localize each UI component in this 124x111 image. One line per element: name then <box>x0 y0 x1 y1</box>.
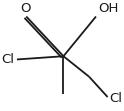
Text: O: O <box>20 2 30 15</box>
Text: OH: OH <box>98 2 119 15</box>
Text: Cl: Cl <box>2 53 15 66</box>
Text: Cl: Cl <box>109 92 122 105</box>
